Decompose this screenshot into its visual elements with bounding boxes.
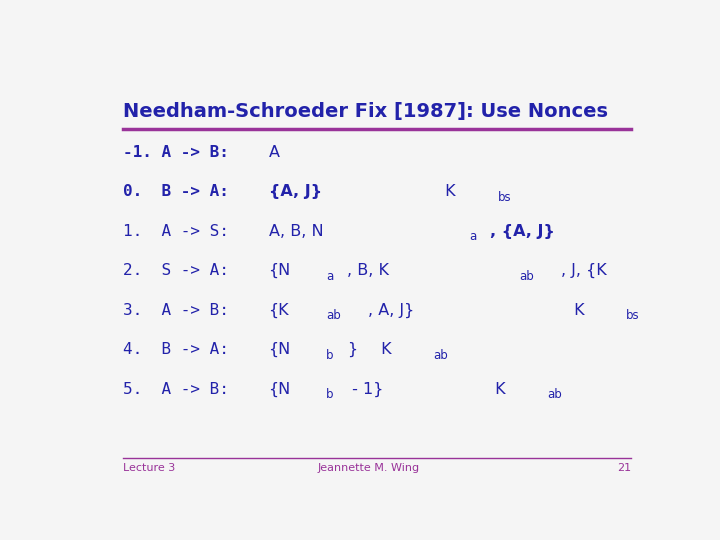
Text: K: K <box>441 184 456 199</box>
Text: K: K <box>376 342 391 357</box>
Text: {N: {N <box>269 342 291 357</box>
Text: }: } <box>347 342 357 357</box>
Text: ab: ab <box>519 269 534 282</box>
Text: , A, J}: , A, J} <box>368 302 415 318</box>
Text: A, B, N: A, B, N <box>269 224 323 239</box>
Text: K: K <box>490 382 506 396</box>
Text: Needham-Schroeder Fix [1987]: Use Nonces: Needham-Schroeder Fix [1987]: Use Nonces <box>124 102 608 121</box>
Text: ab: ab <box>433 348 448 361</box>
Text: K: K <box>569 302 585 318</box>
Text: 3.  A -> B:: 3. A -> B: <box>124 302 230 318</box>
Text: , {A, J}: , {A, J} <box>490 224 555 239</box>
Text: Jeannette M. Wing: Jeannette M. Wing <box>318 463 420 473</box>
Text: 21: 21 <box>617 463 631 473</box>
Text: Lecture 3: Lecture 3 <box>124 463 176 473</box>
Text: {A, J}: {A, J} <box>269 184 322 199</box>
Text: 1.  A -> S:: 1. A -> S: <box>124 224 230 239</box>
Text: ab: ab <box>326 309 341 322</box>
Text: {N: {N <box>269 263 291 278</box>
Text: 0.  B -> A:: 0. B -> A: <box>124 184 230 199</box>
Text: a: a <box>469 230 477 243</box>
Text: 5.  A -> B:: 5. A -> B: <box>124 382 230 396</box>
Text: ab: ab <box>547 388 562 401</box>
Text: -1. A -> B:: -1. A -> B: <box>124 145 230 160</box>
Text: , B, K: , B, K <box>347 263 389 278</box>
Text: - 1}: - 1} <box>347 382 383 397</box>
Text: A: A <box>269 145 279 160</box>
Text: {N: {N <box>269 382 291 397</box>
Text: bs: bs <box>498 191 511 204</box>
Text: b: b <box>326 348 333 361</box>
Text: b: b <box>326 388 333 401</box>
Text: a: a <box>326 269 333 282</box>
Text: , J, {K: , J, {K <box>562 263 607 278</box>
Text: {K: {K <box>269 302 289 318</box>
Text: bs: bs <box>626 309 639 322</box>
Text: 4.  B -> A:: 4. B -> A: <box>124 342 230 357</box>
Text: 2.  S -> A:: 2. S -> A: <box>124 263 230 278</box>
